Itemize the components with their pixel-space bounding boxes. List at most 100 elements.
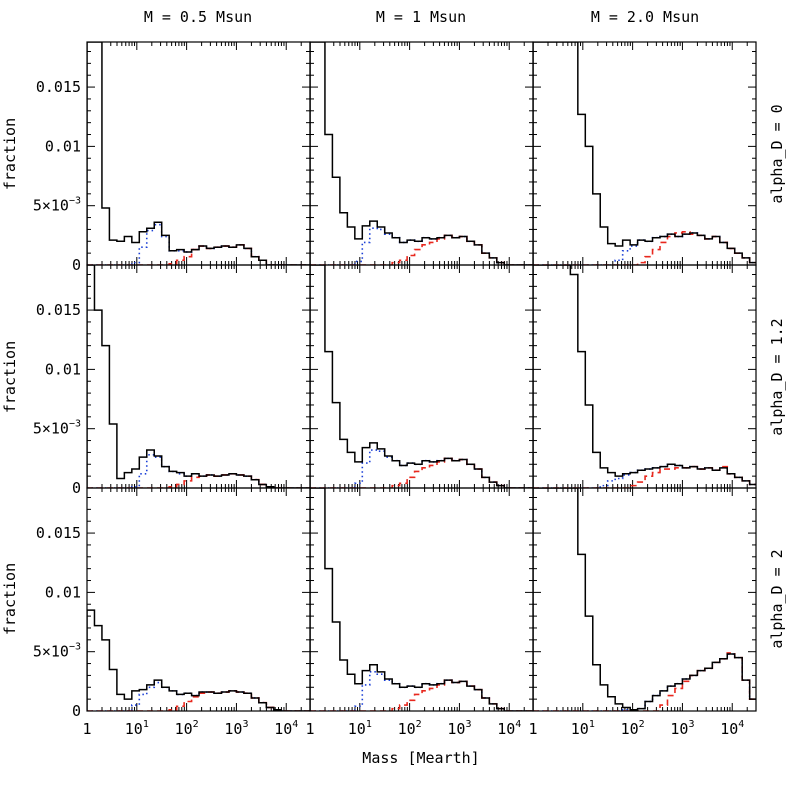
- x-tick-label-exponent: 4: [738, 719, 744, 730]
- panel-ticks: [309, 42, 534, 266]
- x-tick-label-base: 10: [720, 720, 738, 738]
- histogram-dotted: [87, 223, 310, 265]
- x-tick-label-exponent: 1: [143, 719, 149, 730]
- x-tick-label: 1: [305, 720, 314, 738]
- panel-histograms: [87, 265, 310, 488]
- histogram-dotted: [533, 232, 756, 265]
- x-tick-label: 104: [720, 719, 744, 738]
- y-tick-label: 0: [72, 479, 81, 497]
- histogram-total: [533, 42, 756, 265]
- panel-frame: [532, 264, 757, 489]
- panel-r1-c1: [309, 264, 534, 489]
- panel-histograms: [310, 42, 533, 265]
- x-tick-label-exponent: 4: [515, 719, 521, 730]
- column-title-1: M = 1 Msun: [376, 8, 466, 26]
- histogram-dashed: [533, 652, 756, 711]
- histogram-dotted: [87, 681, 310, 711]
- row-label-2: alpha_D = 2: [768, 549, 786, 648]
- panels: 05×10−30.010.01505×10−30.010.01505×10−30…: [33, 41, 757, 738]
- y-axis-label-2: fraction: [1, 563, 19, 635]
- y-tick-label-base: 0: [72, 479, 81, 497]
- x-tick-label: 104: [274, 719, 298, 738]
- panel-histograms: [310, 265, 533, 488]
- y-tick-label: 0.015: [36, 301, 81, 319]
- x-tick-label: 103: [670, 719, 694, 738]
- y-tick-label: 5×10−3: [33, 419, 81, 438]
- x-axis-label: Mass [Mearth]: [362, 749, 479, 767]
- panel-ticks: [532, 265, 757, 489]
- panel-r2-c2: 1 101 102 103 104: [528, 487, 757, 738]
- y-tick-label: 5×10−3: [33, 642, 81, 661]
- histogram-total: [87, 609, 310, 711]
- x-tick-label-base: 10: [621, 720, 639, 738]
- x-tick-label-base: 10: [398, 720, 416, 738]
- panel-frame: [532, 41, 757, 266]
- y-tick-label-base: 5×10: [33, 643, 69, 661]
- y-tick-label: 0.015: [36, 78, 81, 96]
- y-tick-label: 0.015: [36, 524, 81, 542]
- panel-histograms: [310, 488, 533, 711]
- y-tick-label-exponent: −3: [69, 196, 81, 207]
- y-tick-label-base: 5×10: [33, 420, 69, 438]
- y-tick-label: 5×10−3: [33, 196, 81, 215]
- y-axis-labels: fraction fraction fraction: [1, 118, 19, 635]
- panel-frame: [86, 41, 311, 266]
- panel-histograms: [87, 609, 310, 711]
- y-tick-label: 0.01: [45, 360, 81, 378]
- x-tick-label-exponent: 4: [292, 719, 298, 730]
- x-tick-label: 103: [224, 719, 248, 738]
- row-label-1: alpha_D = 1.2: [768, 318, 786, 435]
- panel-r0-c0: 0 5×10−3 0.01 0.015: [33, 41, 311, 274]
- column-title-0: M = 0.5 Msun: [144, 8, 252, 26]
- x-tick-label-base: 10: [175, 720, 193, 738]
- panel-ticks: [86, 488, 311, 712]
- panel-frame: [309, 41, 534, 266]
- x-tick-label-exponent: 1: [366, 719, 372, 730]
- x-tick-label-base: 1: [82, 720, 91, 738]
- y-tick-label-base: 0.01: [45, 137, 81, 155]
- y-tick-label-base: 0.015: [36, 524, 81, 542]
- panel-ticks: [309, 265, 534, 489]
- panel-ticks: [532, 488, 757, 712]
- panel-r2-c1: 1 101 102 103 104: [305, 487, 534, 738]
- x-tick-label-exponent: 3: [688, 719, 694, 730]
- panel-histograms: [533, 265, 756, 488]
- x-tick-label: 103: [447, 719, 471, 738]
- panel-frame: [86, 487, 311, 712]
- x-tick-label: 1: [82, 720, 91, 738]
- panel-frame: [86, 264, 311, 489]
- histogram-total: [533, 488, 756, 711]
- x-tick-label-base: 1: [528, 720, 537, 738]
- panel-frame: [309, 487, 534, 712]
- panel-ticks: [309, 488, 534, 712]
- y-tick-label-exponent: −3: [69, 642, 81, 653]
- panel-ticks: [86, 42, 311, 266]
- y-tick-label: 0: [72, 702, 81, 720]
- y-tick-label: 0.01: [45, 137, 81, 155]
- panel-histograms: [87, 42, 310, 265]
- y-tick-label-base: 0: [72, 702, 81, 720]
- x-tick-label-exponent: 3: [242, 719, 248, 730]
- panel-histograms: [533, 488, 756, 711]
- x-tick-label: 101: [348, 719, 372, 738]
- x-tick-label: 102: [621, 719, 645, 738]
- x-tick-label-base: 10: [571, 720, 589, 738]
- x-tick-label-base: 1: [305, 720, 314, 738]
- histogram-total: [310, 488, 533, 711]
- x-tick-label-base: 10: [670, 720, 688, 738]
- panel-frame: [309, 264, 534, 489]
- histogram-dashed: [533, 230, 756, 265]
- panel-ticks: [86, 265, 311, 489]
- x-tick-label-base: 10: [348, 720, 366, 738]
- y-tick-label-exponent: −3: [69, 419, 81, 430]
- histogram-dotted: [87, 453, 310, 488]
- panel-frame: [532, 487, 757, 712]
- panel-r1-c0: 0 5×10−3 0.01 0.015: [33, 264, 311, 497]
- x-tick-label-exponent: 2: [416, 719, 422, 730]
- x-tick-label-base: 10: [125, 720, 143, 738]
- row-label-0: alpha_D = 0: [768, 104, 786, 203]
- x-tick-label-exponent: 2: [639, 719, 645, 730]
- y-axis-label-1: fraction: [1, 341, 19, 413]
